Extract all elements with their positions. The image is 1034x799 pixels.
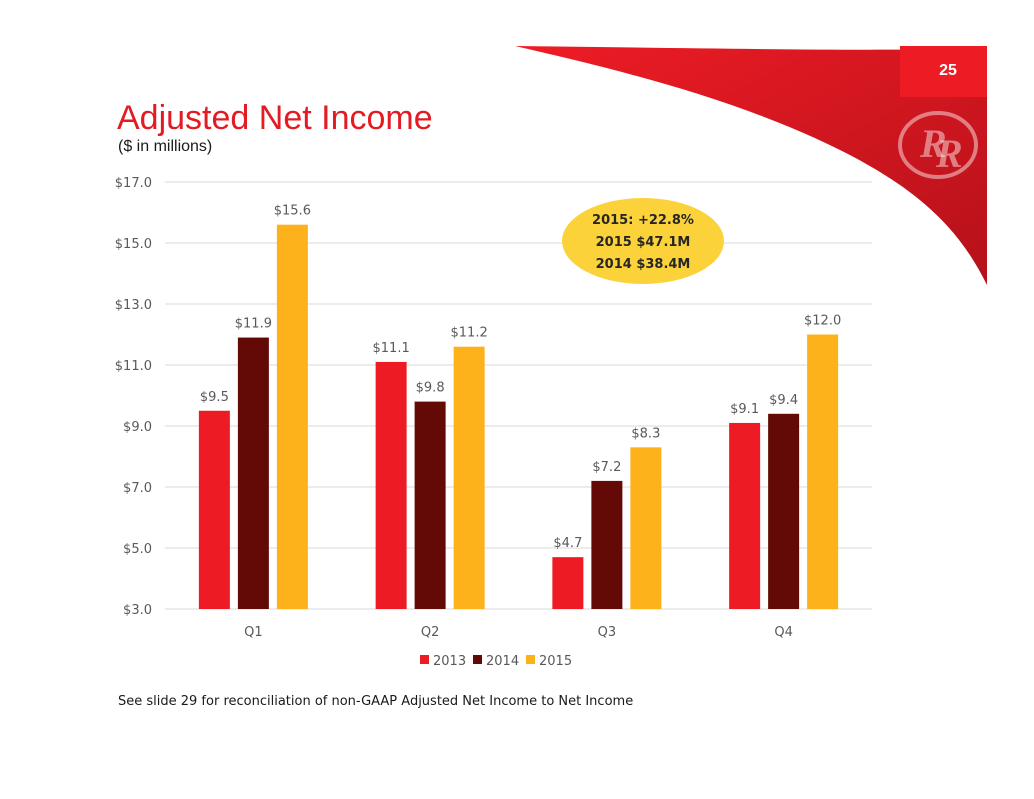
x-tick-label: Q2 bbox=[421, 625, 440, 640]
svg-text:R: R bbox=[935, 131, 963, 176]
legend-label: 2013 bbox=[433, 654, 466, 669]
legend-swatch-2015 bbox=[526, 655, 535, 664]
chart-bars bbox=[198, 224, 839, 609]
legend-swatch-2014 bbox=[473, 655, 482, 664]
data-label: $9.5 bbox=[200, 390, 229, 405]
chart-data-labels: $9.5 $11.9 $15.6 $11.1 $9.8 $11.2 $4.7 $7.2 $8.3… bbox=[200, 204, 841, 551]
chart-grid bbox=[165, 181, 872, 610]
y-axis-ticks: $3.0 $5.0 $7.0 $9.0 $11.0 $13.0 $15.0 $17.0 bbox=[115, 176, 152, 618]
page-title: Adjusted Net Income bbox=[117, 99, 433, 137]
y-tick-label: $13.0 bbox=[115, 298, 152, 313]
bar-2013-Q2 bbox=[375, 361, 407, 609]
bar-2013-Q3 bbox=[552, 557, 584, 609]
data-label: $11.1 bbox=[373, 341, 410, 356]
svg-text:R: R bbox=[919, 121, 947, 166]
swoosh-band bbox=[515, 46, 987, 285]
data-label: $12.0 bbox=[804, 314, 841, 329]
data-label: $11.2 bbox=[451, 326, 488, 341]
data-label: $9.8 bbox=[416, 381, 445, 396]
callout-line-3: 2014 $38.4M bbox=[596, 257, 691, 272]
page-subtitle: ($ in millions) bbox=[118, 138, 213, 155]
legend-label: 2015 bbox=[539, 654, 572, 669]
logo: R R bbox=[898, 111, 978, 179]
y-tick-label: $9.0 bbox=[123, 420, 152, 435]
data-label: $11.9 bbox=[235, 317, 272, 332]
bar-2014-Q4 bbox=[768, 413, 800, 609]
data-label: $9.4 bbox=[769, 393, 798, 408]
legend-label: 2014 bbox=[486, 654, 519, 669]
bar-2015-Q1 bbox=[276, 224, 308, 609]
data-label: $15.6 bbox=[274, 204, 311, 219]
data-label: $7.2 bbox=[592, 460, 621, 475]
bar-2014-Q3 bbox=[591, 480, 623, 609]
bar-2013-Q1 bbox=[198, 410, 230, 609]
y-tick-label: $17.0 bbox=[115, 176, 152, 191]
page-number: 25 bbox=[939, 62, 957, 79]
bar-2014-Q2 bbox=[414, 401, 446, 609]
y-tick-label: $5.0 bbox=[123, 542, 152, 557]
y-tick-label: $7.0 bbox=[123, 481, 152, 496]
x-tick-label: Q4 bbox=[774, 625, 793, 640]
bar-2015-Q2 bbox=[453, 346, 485, 609]
chart-legend: 2013 2014 2015 bbox=[420, 654, 572, 669]
y-tick-label: $15.0 bbox=[115, 237, 152, 252]
data-label: $8.3 bbox=[631, 426, 660, 441]
data-label: $9.1 bbox=[730, 402, 759, 417]
callout-line-1: 2015: +22.8% bbox=[592, 213, 694, 228]
callout-bubble: 2015: +22.8% 2015 $47.1M 2014 $38.4M bbox=[562, 198, 724, 284]
data-label: $4.7 bbox=[553, 536, 582, 551]
x-tick-label: Q3 bbox=[598, 625, 617, 640]
swoosh-header-bar bbox=[900, 46, 987, 97]
x-axis-ticks: Q1 Q2 Q3 Q4 bbox=[244, 625, 793, 640]
bar-2014-Q1 bbox=[237, 337, 269, 609]
x-tick-label: Q1 bbox=[244, 625, 263, 640]
legend-swatch-2013 bbox=[420, 655, 429, 664]
callout-ellipse bbox=[562, 198, 724, 284]
bar-2013-Q4 bbox=[729, 422, 761, 609]
y-tick-label: $3.0 bbox=[123, 603, 152, 618]
callout-line-2: 2015 $47.1M bbox=[596, 235, 691, 250]
footnote: See slide 29 for reconciliation of non-G… bbox=[118, 694, 634, 709]
y-tick-label: $11.0 bbox=[115, 359, 152, 374]
bar-2015-Q3 bbox=[630, 447, 662, 609]
bar-2015-Q4 bbox=[807, 334, 839, 609]
